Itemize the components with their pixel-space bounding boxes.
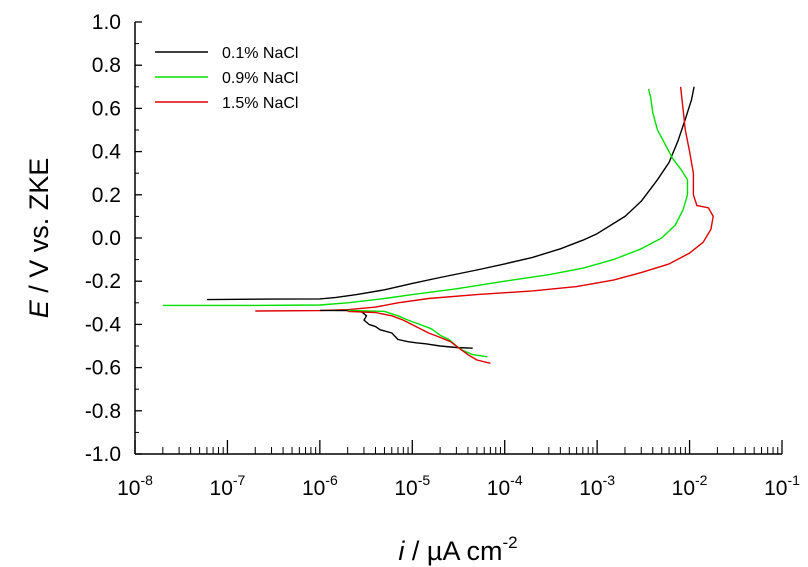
x-tick-label: 10-8 (117, 472, 153, 500)
y-tick-label: -0.8 (85, 400, 121, 423)
y-tick-label: 0.6 (92, 97, 121, 120)
x-tick-label: 10-4 (487, 472, 523, 500)
legend-label: 0.1% NaCl (222, 45, 298, 62)
y-tick-label: 0.2 (92, 184, 121, 207)
x-axis-title-exponent: -2 (502, 533, 517, 552)
x-axis-title-unit: / µA cm (404, 536, 502, 566)
y-tick-label: 0.4 (92, 141, 122, 164)
y-tick-label: 0.8 (92, 54, 121, 77)
x-tick-label: 10-7 (210, 472, 246, 500)
x-tick-label: 10-2 (672, 472, 708, 500)
y-axis-title: E / V vs. ZKE (24, 158, 54, 319)
y-tick-label: -0.2 (85, 270, 121, 293)
y-axis-title-symbol: E (24, 299, 54, 318)
series-line (347, 309, 488, 358)
legend-label: 1.5% NaCl (222, 95, 298, 112)
x-tick-label: 10-5 (394, 472, 430, 500)
x-axis-title: i / µA cm-2 (398, 533, 517, 566)
series-line (347, 310, 491, 364)
x-tick-label: 10-6 (302, 472, 338, 500)
y-tick-label: 1.0 (92, 11, 121, 34)
x-axis-title-symbol: i (398, 536, 405, 566)
x-tick-labels: 10-8 10-7 10-6 10-5 10-4 10-3 10-2 10-1 (117, 472, 800, 500)
y-tick-label: -0.6 (85, 357, 121, 380)
y-tick-label: -1.0 (85, 443, 121, 466)
series-line (162, 88, 689, 307)
x-tick-label: 10-3 (579, 472, 615, 500)
series-line (255, 86, 714, 312)
axis-ticks (134, 21, 783, 455)
y-axis-title-unit: / V vs. ZKE (24, 158, 54, 301)
y-tick-labels: -1.0 -0.8 -0.6 -0.4 -0.2 0.0 0.2 0.4 0.6 0.8 1.0 (85, 11, 122, 466)
y-tick-label: -0.4 (85, 313, 122, 336)
series-layer (162, 86, 714, 364)
x-tick-label: 10-1 (764, 472, 800, 500)
series-line (319, 309, 473, 349)
series-line (206, 86, 695, 301)
y-tick-label: 0.0 (92, 227, 121, 250)
legend: 0.1% NaCl 0.9% NaCl 1.5% NaCl (155, 45, 298, 112)
legend-label: 0.9% NaCl (222, 70, 298, 87)
